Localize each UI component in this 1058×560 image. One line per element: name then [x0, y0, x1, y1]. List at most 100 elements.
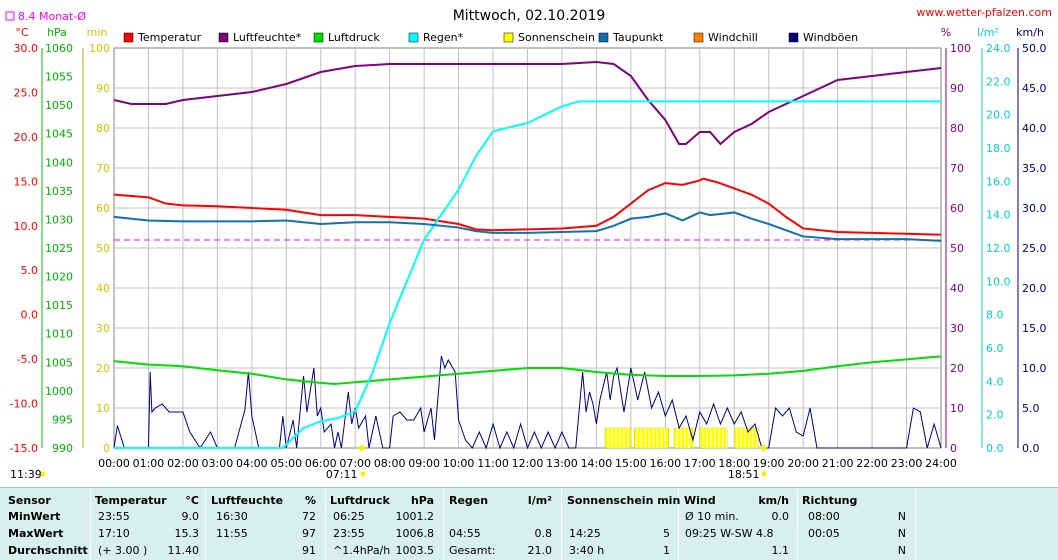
pressure-value: 1001.2 — [395, 510, 435, 523]
axis-unit-label: min — [87, 26, 108, 39]
x-tick-label: 11:00 — [477, 457, 509, 470]
humidity-tick-label: 0 — [950, 442, 957, 455]
humidity-tick-label: 60 — [950, 202, 964, 215]
sunshine-value: 1 — [663, 544, 670, 557]
header-rain-unit: l/m² — [527, 494, 552, 507]
temperature-tick-label: -15.0 — [10, 442, 38, 455]
sunshine-block — [734, 427, 759, 449]
sunset-time-marker — [761, 471, 767, 477]
legend-swatch — [598, 32, 609, 43]
header-humidity: Luftfeuchte — [211, 494, 284, 507]
x-tick-label: 00:00 — [98, 457, 130, 470]
rain-tick-label: 18.0 — [986, 142, 1011, 155]
rain-tick-label: 24.0 — [986, 42, 1011, 55]
humidity-value: 91 — [302, 544, 316, 557]
chart-header: Mittwoch, 02.10.2019 www.wetter-pfalzen.c… — [5, 6, 1052, 24]
temperature-tick-label: 30.0 — [14, 42, 39, 55]
series-line-taupunkt — [113, 211, 942, 242]
x-tick-label: 01:00 — [133, 457, 165, 470]
x-tick-label: 08:00 — [374, 457, 406, 470]
header-temp-unit: °C — [185, 494, 199, 507]
wind-tick-label: 15.0 — [1022, 322, 1047, 335]
humidity-time: 11:55 — [216, 527, 248, 540]
axis-unit-label: hPa — [47, 26, 67, 39]
x-tick-label: 15:00 — [615, 457, 647, 470]
wind-label: Ø 10 min. — [685, 510, 739, 523]
wind-value: 1.1 — [771, 544, 790, 557]
wind-tick-label: 45.0 — [1022, 82, 1047, 95]
series-line-temperatur — [113, 177, 941, 236]
axis-unit-label: °C — [15, 26, 29, 39]
axis-unit-label: % — [941, 26, 951, 39]
humidity-tick-label: 90 — [950, 82, 964, 95]
sunshine-time: 3:40 h — [569, 544, 605, 557]
moon-time: 11:39 — [10, 468, 42, 481]
weather-chart: 30.0 25.0 20.0 15.0 10.0 5.0 0.0 -5.0 -10.0 -15.0… — [5, 6, 1052, 481]
chart-plot-area: 07:11 18:51 11:39 — [10, 60, 942, 481]
pressure-value: 1003.5 — [395, 544, 435, 557]
humidity-tick-label: 20 — [950, 362, 964, 375]
x-tick-label: 05:00 — [270, 457, 302, 470]
rain-tick-label: 14.0 — [986, 209, 1011, 222]
rain-tick-label: 0.0 — [986, 442, 1004, 455]
wind-tick-label: 10.0 — [1022, 362, 1047, 375]
humidity-tick-label: 50 — [950, 242, 964, 255]
x-tick-label: 20:00 — [787, 457, 819, 470]
humidity-value: 97 — [302, 527, 316, 540]
humidity-tick-label: 70 — [950, 162, 964, 175]
table-column-separator — [443, 488, 444, 560]
sunshine-tick-label: 10 — [96, 402, 110, 415]
rain-tick-label: 12.0 — [986, 242, 1011, 255]
sunrise-time: 07:11 — [326, 468, 358, 481]
table-column-separator — [678, 488, 679, 560]
x-tick-label: 13:00 — [546, 457, 578, 470]
x-tick-label: 03:00 — [202, 457, 234, 470]
temperature-tick-label: 0.0 — [21, 309, 39, 322]
pressure-tick-label: 1040 — [45, 156, 73, 169]
sunshine-tick-label: 80 — [96, 122, 110, 135]
x-tick-label: 14:00 — [581, 457, 613, 470]
sunshine-tick-label: 70 — [96, 162, 110, 175]
rain-tick-label: 6.0 — [986, 342, 1004, 355]
direction-value: N — [897, 544, 906, 557]
header-sensor: Sensor — [8, 494, 51, 507]
table-column-separator — [797, 488, 798, 560]
sunshine-tick-label: 20 — [96, 362, 110, 375]
chart-title: Mittwoch, 02.10.2019 — [453, 8, 606, 24]
temperature-time: 17:10 — [98, 527, 130, 540]
legend-label: Sonnenschein — [518, 31, 595, 44]
row-label: MinWert — [8, 510, 61, 523]
x-tick-label: 10:00 — [443, 457, 475, 470]
sunshine-tick-label: 100 — [89, 42, 110, 55]
website-label: www.wetter-pfalzen.com — [916, 6, 1052, 19]
row-label: Durchschnitt — [8, 544, 88, 557]
table-column-separator — [90, 488, 91, 560]
statistics-table: Sensor Temperatur °C Luftfeuchte% Luftdruck h… — [0, 487, 1058, 560]
row-label: MaxWert — [8, 527, 64, 540]
temperature-tick-label: 15.0 — [14, 175, 39, 188]
humidity-value: 72 — [302, 510, 316, 523]
legend-label: Windchill — [708, 31, 758, 44]
header-rain: Regen — [449, 494, 489, 507]
direction-time: 00:05 — [808, 527, 840, 540]
pressure-tick-label: 1010 — [45, 328, 73, 341]
sunshine-block — [604, 427, 632, 449]
x-tick-label: 12:00 — [512, 457, 544, 470]
pressure-tick-label: 1030 — [45, 213, 73, 226]
pressure-time: 06:25 — [333, 510, 365, 523]
x-tick-label: 17:00 — [684, 457, 716, 470]
sunset-time: 18:51 — [728, 468, 760, 481]
rain-tick-label: 16.0 — [986, 175, 1011, 188]
x-tick-label: 22:00 — [856, 457, 888, 470]
sunrise-time-marker — [360, 471, 366, 477]
legend-swatch — [788, 32, 799, 43]
legend-swatch — [218, 32, 229, 43]
humidity-tick-label: 100 — [950, 42, 971, 55]
temperature-tick-label: 25.0 — [14, 86, 39, 99]
temperature-value: 11.40 — [167, 544, 200, 557]
pressure-tick-label: 1035 — [45, 185, 73, 198]
x-tick-label: 18:00 — [718, 457, 750, 470]
pressure-tick-label: 1015 — [45, 299, 73, 312]
header-direction: Richtung — [802, 494, 858, 507]
axis-unit-label: km/h — [1016, 26, 1044, 39]
